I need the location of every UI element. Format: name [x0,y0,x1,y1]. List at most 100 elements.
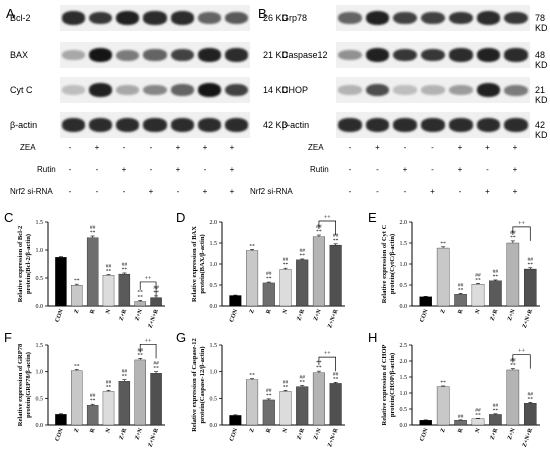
bar [329,244,342,307]
blot-label: BAX [10,50,29,60]
blot-band [504,118,528,132]
bar [246,250,259,307]
blot-band [448,48,473,62]
significance-label: ## [283,379,289,385]
significance-label: ## [528,391,534,397]
treatment-sign: - [203,165,207,174]
significance-label: ** [137,294,143,300]
treatment-sign: - [95,187,99,196]
blot-band [89,11,113,25]
comparison-bracket [318,220,336,236]
bar [134,301,146,307]
blot-band [393,11,418,25]
bar [506,242,520,307]
bar [296,259,309,307]
blot-band [197,12,221,24]
blot-label: β-actin [282,120,310,130]
significance-label: ** [266,276,272,282]
significance-label: ** [316,365,322,371]
significance-label: ## [299,248,305,254]
y-tick-label: 0.5 [210,283,218,289]
y-tick-label: 0.0 [400,423,408,429]
significance-label: ** [74,364,80,370]
significance-label: ** [106,384,112,390]
blot-band [448,118,473,132]
category-label: N [282,427,289,434]
significance-label: ** [74,278,80,284]
blot-band [89,83,113,97]
bar [118,273,131,307]
y-axis-label: protein(Bcl-2/β-actin) [25,234,32,294]
treatment-sign: + [457,143,463,152]
category-label: Z+N [134,308,144,322]
chart-G: 0.0 0.5 1.0 1.5 Relative expression of Caspa… [191,338,345,448]
category-label: CON [419,308,429,323]
treatment-sign: - [95,165,99,174]
bar [419,296,432,307]
comparison-label: ++ [145,338,152,344]
bar [489,280,502,307]
treatment-sign: + [229,165,235,174]
blot-band [448,84,473,96]
blot-band [197,83,221,97]
blot-band [170,84,194,96]
bar [229,295,242,307]
treatment-sign: + [229,187,235,196]
treatment-sign: - [458,187,462,196]
y-tick-label: 0.5 [400,283,408,289]
treatment-name: ZEA [308,143,324,152]
category-label: Z+N [507,308,517,322]
treatment-name: ZEA [20,143,36,152]
significance-label: ## [475,407,481,413]
bar [102,275,115,307]
category-label: CON [229,308,239,323]
y-tick-label: 1.5 [400,375,408,381]
bar [118,381,131,426]
category-label: Z+R [490,308,500,322]
treatment-sign: + [229,143,235,152]
significance-label: ** [137,289,143,295]
y-tick-label: 1.5 [36,220,44,226]
category-label: N [475,308,482,315]
blot-band [170,11,194,25]
significance-label: ## [90,225,96,231]
significance-label: ## [106,264,112,270]
blot-strip [60,5,250,31]
treatment-sign: - [122,143,126,152]
blot-strip [60,42,250,68]
blot-strip [60,77,250,103]
significance-label: ## [122,262,128,268]
bar [419,420,432,426]
blot-band [116,118,140,132]
chart-F: 0.0 0.5 1.0 1.5 Relative expression of GRP78… [17,338,165,448]
significance-label: ## [106,379,112,385]
category-label: CON [419,427,429,442]
blot-label: Caspase12 [282,50,328,60]
treatment-sign: + [512,187,518,196]
blot-size-label: 78 KD [535,13,548,33]
blot-band [504,84,528,96]
bar [436,386,450,426]
treatment-sign: - [122,187,126,196]
blot-band [421,85,445,95]
treatment-sign: - [348,187,352,196]
blot-label: CHOP [282,85,309,95]
significance-label: ** [299,253,305,259]
y-axis-label: Relative expression of CHOP [381,345,388,426]
bar [279,269,292,307]
blot-band [224,118,248,132]
category-label: Z+R [119,308,129,322]
y-tick-label: 0.5 [400,407,408,413]
treatment-sign: - [348,143,352,152]
category-label: Z+R [119,427,129,441]
blot-band [338,49,362,61]
significance-label: ** [249,373,255,379]
y-tick-label: 2.5 [400,343,408,349]
blot-band [421,11,445,25]
treatment-sign: - [68,143,72,152]
treatment-sign: - [68,187,72,196]
blot-band [143,49,167,61]
blot-band [143,11,167,25]
category-label: R [457,427,464,434]
